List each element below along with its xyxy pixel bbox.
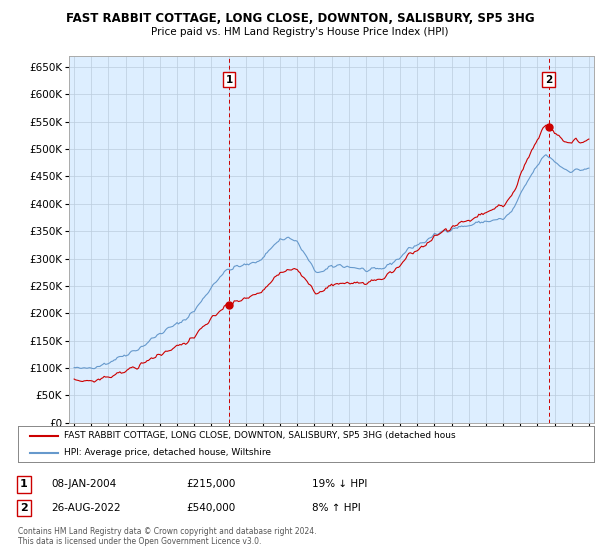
Text: 08-JAN-2004: 08-JAN-2004	[51, 479, 116, 489]
Text: £540,000: £540,000	[186, 503, 235, 513]
Text: Contains HM Land Registry data © Crown copyright and database right 2024.
This d: Contains HM Land Registry data © Crown c…	[18, 527, 317, 546]
Text: 8% ↑ HPI: 8% ↑ HPI	[312, 503, 361, 513]
Text: 19% ↓ HPI: 19% ↓ HPI	[312, 479, 367, 489]
Text: £215,000: £215,000	[186, 479, 235, 489]
Text: 2: 2	[20, 503, 28, 513]
Text: 1: 1	[20, 479, 28, 489]
Text: 1: 1	[226, 75, 233, 85]
Text: 26-AUG-2022: 26-AUG-2022	[51, 503, 121, 513]
Text: Price paid vs. HM Land Registry's House Price Index (HPI): Price paid vs. HM Land Registry's House …	[151, 27, 449, 37]
Text: FAST RABBIT COTTAGE, LONG CLOSE, DOWNTON, SALISBURY, SP5 3HG (detached hous: FAST RABBIT COTTAGE, LONG CLOSE, DOWNTON…	[64, 431, 456, 440]
Text: HPI: Average price, detached house, Wiltshire: HPI: Average price, detached house, Wilt…	[64, 449, 271, 458]
Text: 2: 2	[545, 75, 552, 85]
Text: FAST RABBIT COTTAGE, LONG CLOSE, DOWNTON, SALISBURY, SP5 3HG: FAST RABBIT COTTAGE, LONG CLOSE, DOWNTON…	[65, 12, 535, 25]
